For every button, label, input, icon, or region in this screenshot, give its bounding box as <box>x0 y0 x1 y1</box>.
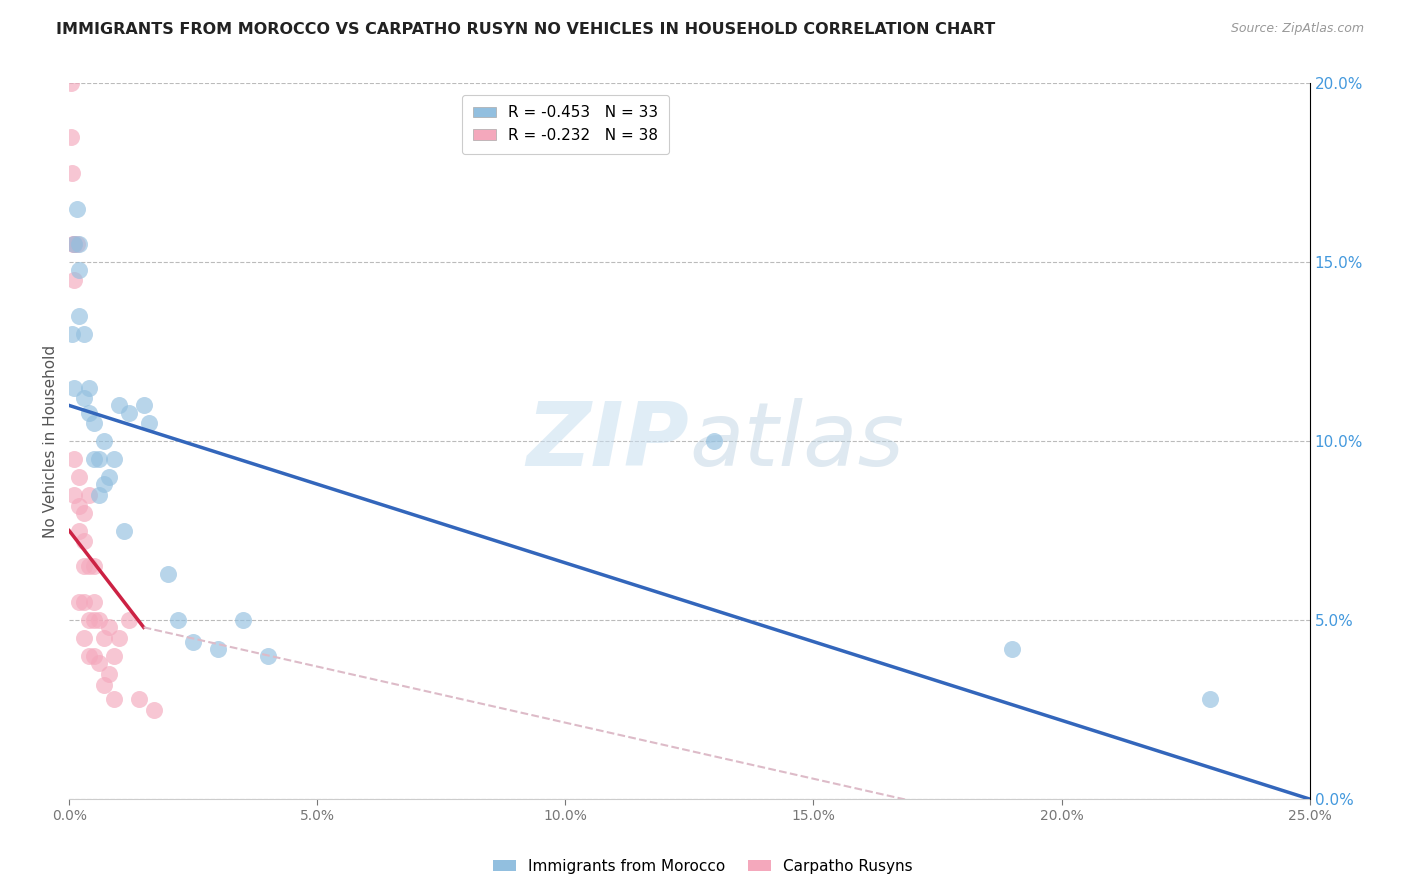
Point <box>103 648 125 663</box>
Point <box>77 648 100 663</box>
Point <box>181 634 204 648</box>
Point <box>83 417 105 431</box>
Point <box>63 452 86 467</box>
Point <box>232 613 254 627</box>
Point <box>108 399 131 413</box>
Point <box>67 262 90 277</box>
Point <box>77 613 100 627</box>
Point <box>67 470 90 484</box>
Point <box>87 452 110 467</box>
Point <box>67 309 90 323</box>
Point <box>73 559 96 574</box>
Point <box>108 631 131 645</box>
Point <box>87 613 110 627</box>
Text: IMMIGRANTS FROM MOROCCO VS CARPATHO RUSYN NO VEHICLES IN HOUSEHOLD CORRELATION C: IMMIGRANTS FROM MOROCCO VS CARPATHO RUSY… <box>56 22 995 37</box>
Point <box>63 488 86 502</box>
Legend: R = -0.453   N = 33, R = -0.232   N = 38: R = -0.453 N = 33, R = -0.232 N = 38 <box>463 95 669 153</box>
Point <box>97 620 120 634</box>
Point <box>93 631 115 645</box>
Y-axis label: No Vehicles in Household: No Vehicles in Household <box>44 344 58 538</box>
Point <box>73 631 96 645</box>
Legend: Immigrants from Morocco, Carpatho Rusyns: Immigrants from Morocco, Carpatho Rusyns <box>486 853 920 880</box>
Point <box>83 595 105 609</box>
Point <box>87 488 110 502</box>
Point <box>83 559 105 574</box>
Point <box>59 77 82 91</box>
Point <box>67 237 90 252</box>
Point <box>67 524 90 538</box>
Point <box>83 613 105 627</box>
Point <box>112 524 135 538</box>
Point <box>103 452 125 467</box>
Point <box>77 559 100 574</box>
Point <box>1199 691 1222 706</box>
Point <box>83 648 105 663</box>
Point <box>256 648 278 663</box>
Point <box>63 273 86 287</box>
Point <box>67 499 90 513</box>
Point <box>132 399 155 413</box>
Point <box>93 677 115 691</box>
Point <box>77 406 100 420</box>
Point <box>73 326 96 341</box>
Point <box>59 130 82 145</box>
Point <box>63 381 86 395</box>
Point <box>97 666 120 681</box>
Point <box>77 488 100 502</box>
Point <box>93 477 115 491</box>
Point <box>157 566 180 581</box>
Point <box>60 166 83 180</box>
Point <box>73 392 96 406</box>
Point <box>62 237 84 252</box>
Point <box>207 641 229 656</box>
Point <box>167 613 190 627</box>
Text: ZIP: ZIP <box>527 398 689 484</box>
Point <box>118 406 141 420</box>
Point <box>97 470 120 484</box>
Point <box>66 202 89 216</box>
Point <box>142 703 165 717</box>
Point <box>118 613 141 627</box>
Point <box>73 506 96 520</box>
Point <box>1001 641 1024 656</box>
Point <box>87 656 110 670</box>
Point <box>83 452 105 467</box>
Point <box>73 534 96 549</box>
Point <box>138 417 160 431</box>
Point <box>67 595 90 609</box>
Point <box>63 237 86 252</box>
Point <box>60 326 83 341</box>
Point <box>77 381 100 395</box>
Text: atlas: atlas <box>689 398 904 484</box>
Point <box>66 237 89 252</box>
Text: Source: ZipAtlas.com: Source: ZipAtlas.com <box>1230 22 1364 36</box>
Point <box>703 434 725 449</box>
Point <box>73 595 96 609</box>
Point <box>103 691 125 706</box>
Point <box>93 434 115 449</box>
Point <box>63 237 86 252</box>
Point <box>128 691 150 706</box>
